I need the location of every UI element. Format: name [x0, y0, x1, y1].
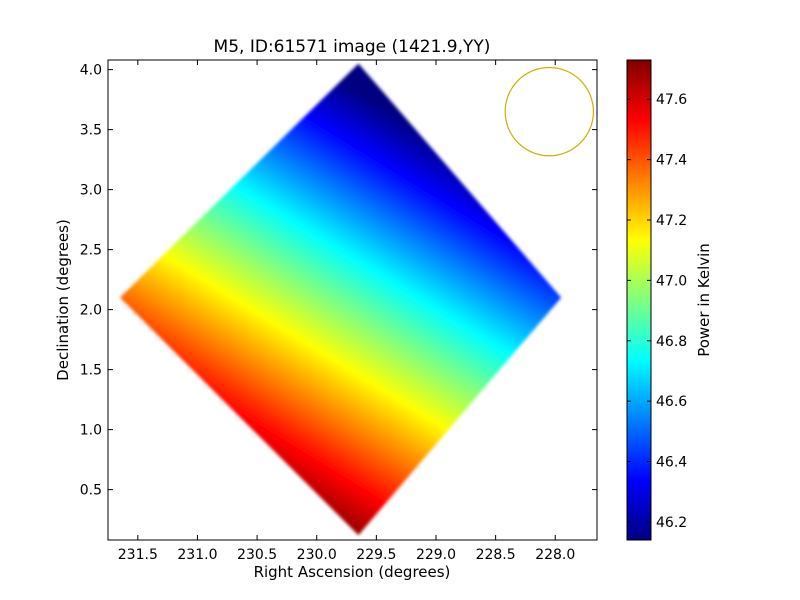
colorbar-ticks: 46.2 46.4 46.6 46.8 47.0 47.2 47.4 47.6 — [627, 92, 687, 531]
heatmap-region — [119, 63, 562, 536]
y-axis-label: Declination (degrees) — [54, 219, 72, 381]
x-tick-label: 229.5 — [356, 547, 396, 563]
y-tick-label: 2.0 — [80, 303, 102, 319]
chart-title: M5, ID:61571 image (1421.9,YY) — [214, 37, 491, 57]
plot-area: 231.5 231.0 230.5 230.0 229.5 229.0 228.5 228.0… — [80, 59, 598, 563]
colorbar-tick-label: 46.8 — [656, 334, 687, 350]
x-tick-label: 230.5 — [237, 547, 277, 563]
x-tick-label: 231.0 — [177, 547, 217, 563]
colorbar: 46.2 46.4 46.6 46.8 47.0 47.2 47.4 47.6 Power i… — [626, 59, 713, 541]
colorbar-tick-label: 46.2 — [656, 515, 687, 531]
x-tick-label: 231.5 — [118, 547, 158, 563]
y-axis-ticks: 0.5 1.0 1.5 2.0 2.5 3.0 3.5 4.0 — [80, 63, 597, 499]
x-tick-label: 228.0 — [535, 547, 575, 563]
colorbar-tick-label: 47.0 — [656, 273, 687, 289]
x-axis-label: Right Ascension (degrees) — [254, 563, 451, 581]
colorbar-frame — [626, 59, 652, 541]
y-tick-label: 1.5 — [80, 363, 102, 379]
colorbar-gradient — [627, 60, 651, 540]
x-tick-label: 230.0 — [297, 547, 337, 563]
y-tick-label: 1.0 — [80, 423, 102, 439]
y-tick-label: 3.5 — [80, 123, 102, 139]
y-tick-label: 4.0 — [80, 63, 102, 79]
x-tick-label: 229.0 — [416, 547, 456, 563]
plot-frame — [107, 59, 598, 541]
colorbar-label: Power in Kelvin — [695, 243, 713, 357]
y-tick-label: 2.5 — [80, 243, 102, 259]
colorbar-tick-label: 46.6 — [656, 394, 687, 410]
y-tick-label: 3.0 — [80, 183, 102, 199]
colorbar-tick-label: 47.6 — [656, 92, 687, 108]
colorbar-tick-label: 47.2 — [656, 213, 687, 229]
beam-circle — [504, 66, 595, 157]
x-tick-label: 228.5 — [476, 547, 516, 563]
colorbar-tick-label: 47.4 — [656, 153, 687, 169]
y-tick-label: 0.5 — [80, 483, 102, 499]
colorbar-tick-label: 46.4 — [656, 455, 687, 471]
x-axis-ticks: 231.5 231.0 230.5 230.0 229.5 229.0 228.5 228.0 — [118, 60, 575, 563]
